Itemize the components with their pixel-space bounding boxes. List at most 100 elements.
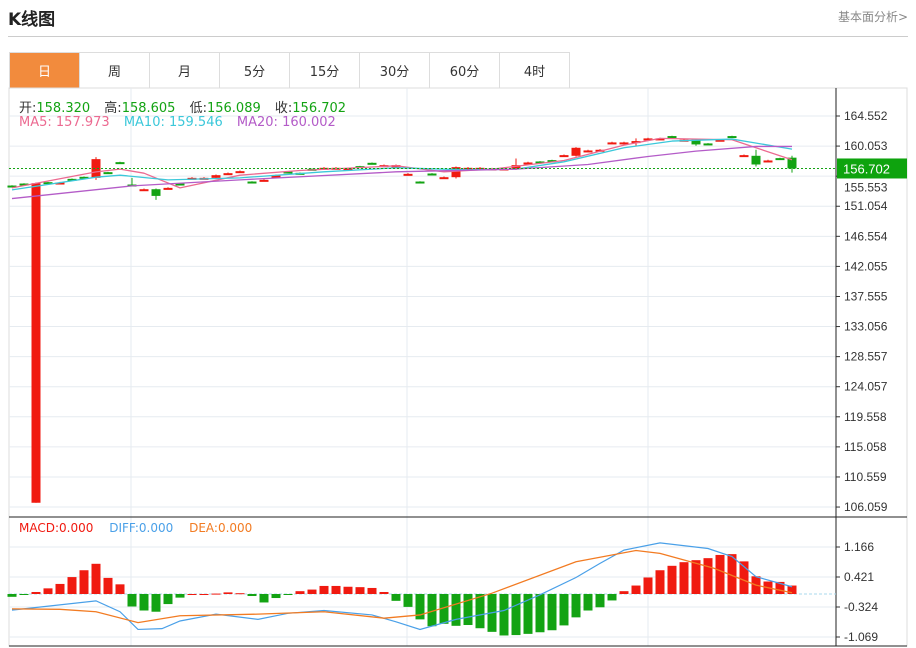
macd-bar (187, 594, 197, 595)
macd-bar (223, 592, 233, 594)
candle (607, 142, 617, 145)
period-tabs: 日 周 月 5分 15分 30分 60分 4时 (9, 52, 570, 89)
candle (715, 139, 725, 142)
candle (787, 157, 797, 169)
y-tick-label: 119.558 (844, 410, 887, 424)
candle (175, 183, 185, 186)
y-tick-label: 115.058 (844, 440, 887, 454)
low-value: 156.089 (206, 101, 261, 116)
macd-bar (403, 594, 413, 607)
macd-bar (367, 587, 377, 594)
y-tick-label: 155.553 (844, 180, 888, 194)
candle (31, 183, 41, 503)
macd-y-tick-label: 1.166 (844, 540, 874, 554)
tab-4hour[interactable]: 4时 (500, 53, 570, 88)
macd-bar (67, 577, 77, 594)
macd-bar (19, 594, 29, 595)
macd-bar (619, 591, 629, 594)
ma20-value: 160.002 (282, 115, 336, 130)
last-price-tag (837, 158, 907, 179)
tab-15min[interactable]: 15分 (290, 53, 360, 88)
tab-30min[interactable]: 30分 (360, 53, 430, 88)
macd-bar (391, 594, 401, 601)
candle (451, 167, 461, 178)
macd-bar (559, 594, 569, 626)
candle (439, 177, 449, 180)
y-tick-label: 160.053 (844, 139, 888, 153)
macd-bar (79, 570, 89, 594)
y-tick-label: 137.555 (844, 289, 888, 303)
candle (19, 183, 29, 186)
tab-day[interactable]: 日 (10, 53, 80, 88)
macd-bar (655, 570, 665, 594)
tab-month[interactable]: 月 (150, 53, 220, 88)
candle (703, 143, 713, 146)
macd-bar (163, 594, 173, 605)
macd-bar (139, 594, 149, 611)
macd-bar (379, 591, 389, 594)
macd-bar (607, 594, 617, 601)
candle (415, 181, 425, 184)
macd-bar (451, 594, 461, 626)
candle (727, 136, 737, 139)
y-tick-label: 151.054 (844, 199, 888, 213)
ma20-line (11, 145, 792, 200)
macd-y-tick-label: -0.324 (844, 600, 878, 614)
macd-bar (691, 560, 701, 594)
ma20-label: MA20: (236, 115, 278, 130)
macd-bar (319, 585, 329, 594)
macd-bar (271, 594, 281, 599)
candle (523, 162, 533, 165)
macd-bar (679, 562, 689, 594)
candle (691, 139, 701, 145)
macd-bar (307, 589, 317, 594)
candle (67, 178, 77, 181)
tab-60min[interactable]: 60分 (430, 53, 500, 88)
macd-bar (43, 588, 53, 594)
candle (91, 159, 101, 178)
candle (667, 136, 677, 139)
macd-bar (7, 594, 17, 597)
high-value: 158.605 (121, 101, 176, 116)
macd-bar (583, 594, 593, 611)
macd-bar (475, 594, 485, 629)
macd-bar (775, 581, 785, 594)
ma5-value: 157.973 (55, 115, 110, 130)
macd-bar (199, 594, 209, 595)
macd-bar (115, 584, 125, 594)
macd-bar (103, 577, 113, 594)
macd-bar (715, 554, 725, 594)
macd-bar (259, 594, 269, 603)
candle (643, 138, 653, 141)
macd-bar (703, 558, 713, 594)
tab-5min[interactable]: 5分 (220, 53, 290, 88)
candle (631, 141, 641, 144)
close-label: 收: (274, 101, 293, 116)
macd-bar (631, 585, 641, 594)
divider (8, 36, 908, 37)
candle (7, 185, 17, 188)
macd-bar (331, 585, 341, 594)
macd-y-tick-label: -1.069 (844, 630, 878, 644)
ma10-value: 159.546 (168, 115, 223, 130)
tab-week[interactable]: 周 (80, 53, 150, 88)
ma-info: MA5: 157.973 MA10: 159.546 MA20: 160.002 (19, 115, 346, 130)
candle (583, 150, 593, 153)
candle (151, 189, 161, 196)
candle (343, 168, 353, 171)
macd-bar (727, 554, 737, 594)
diff-line (11, 542, 793, 631)
macd-bar (571, 594, 581, 618)
ma10-line (11, 138, 793, 191)
open-value: 158.320 (36, 101, 91, 116)
macd-bar (31, 591, 41, 594)
ma10-label: MA10: (123, 115, 165, 130)
y-tick-label: 146.554 (844, 229, 888, 243)
macd-bar (667, 565, 677, 594)
candle (427, 173, 437, 176)
y-tick-label: 106.059 (844, 500, 888, 514)
diff-value: DIFF:0.000 (109, 521, 174, 535)
candle (103, 172, 113, 175)
fundamental-analysis-link[interactable]: 基本面分析> (837, 10, 908, 24)
